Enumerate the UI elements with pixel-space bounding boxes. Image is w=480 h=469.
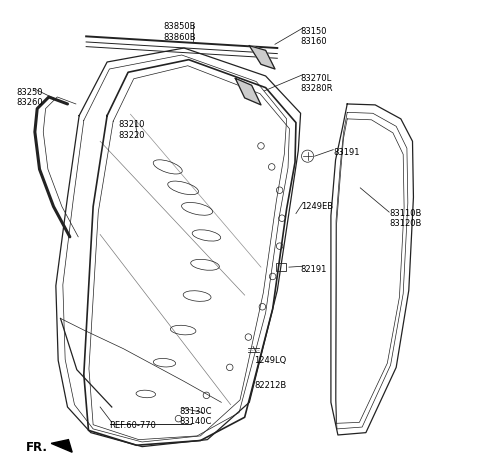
Text: 1249EB: 1249EB — [300, 202, 333, 211]
Text: 1249LQ: 1249LQ — [254, 356, 286, 365]
Polygon shape — [235, 78, 261, 105]
Text: 83850B
83860B: 83850B 83860B — [163, 23, 196, 42]
Polygon shape — [51, 439, 72, 452]
Text: 83250
83260: 83250 83260 — [16, 88, 43, 107]
Text: 83191: 83191 — [333, 148, 360, 157]
Text: 83210
83220: 83210 83220 — [119, 120, 145, 140]
Text: 83130C
83140C: 83130C 83140C — [180, 407, 212, 426]
Text: 83110B
83120B: 83110B 83120B — [389, 209, 421, 228]
Text: 83270L
83280R: 83270L 83280R — [300, 74, 333, 93]
Text: 82212B: 82212B — [254, 381, 286, 390]
Text: FR.: FR. — [25, 440, 48, 454]
Polygon shape — [249, 45, 275, 69]
Text: 83150
83160: 83150 83160 — [300, 27, 327, 46]
Text: 82191: 82191 — [300, 265, 327, 274]
Text: REF.60-770: REF.60-770 — [109, 421, 156, 430]
